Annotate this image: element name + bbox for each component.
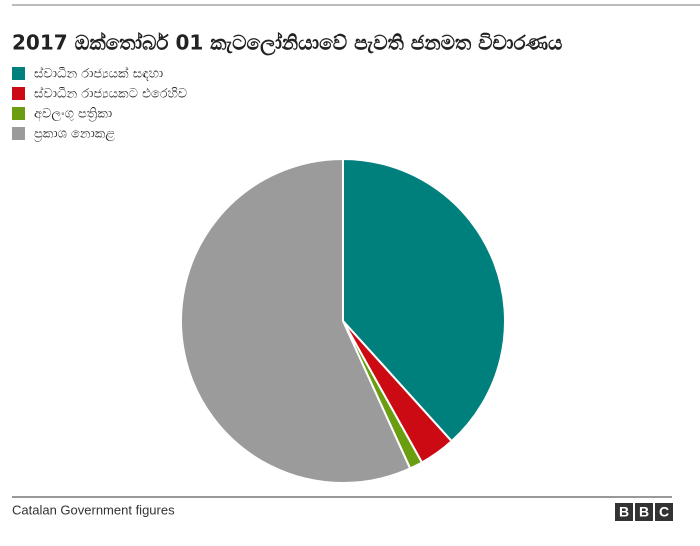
legend-swatch bbox=[12, 67, 25, 80]
pie-slice bbox=[180, 157, 412, 484]
legend-label: ප්‍රකාශ නොකළ bbox=[34, 127, 116, 142]
legend-label: ස්වාධීන රාජ්‍යයක් සඳහා bbox=[34, 65, 163, 81]
legend: ස්වාධීන රාජ්‍යයක් සඳහා ස්වාධීන රාජ්‍යයකට … bbox=[12, 65, 187, 142]
pie-slice bbox=[342, 157, 506, 443]
legend-swatch bbox=[12, 87, 25, 100]
legend-label: ස්වාධීන රාජ්‍යයකට එරෙහිව bbox=[34, 85, 187, 101]
pie bbox=[180, 157, 506, 484]
logo-letter: B bbox=[619, 504, 629, 520]
logo-box bbox=[635, 503, 653, 521]
logo-letter: B bbox=[639, 504, 649, 520]
logo-box bbox=[655, 503, 673, 521]
legend-label: අවලංගු පත්‍රිකා bbox=[34, 107, 112, 122]
logo-box bbox=[615, 503, 633, 521]
logo-letter: C bbox=[659, 504, 669, 520]
legend-swatch bbox=[12, 107, 25, 120]
legend-swatch bbox=[12, 127, 25, 140]
source: Catalan Government figures bbox=[12, 502, 175, 517]
chart-title: 2017 ඔක්තෝබර් 01 කැටලෝනියාවේ පැවති ජනමත … bbox=[12, 30, 562, 56]
